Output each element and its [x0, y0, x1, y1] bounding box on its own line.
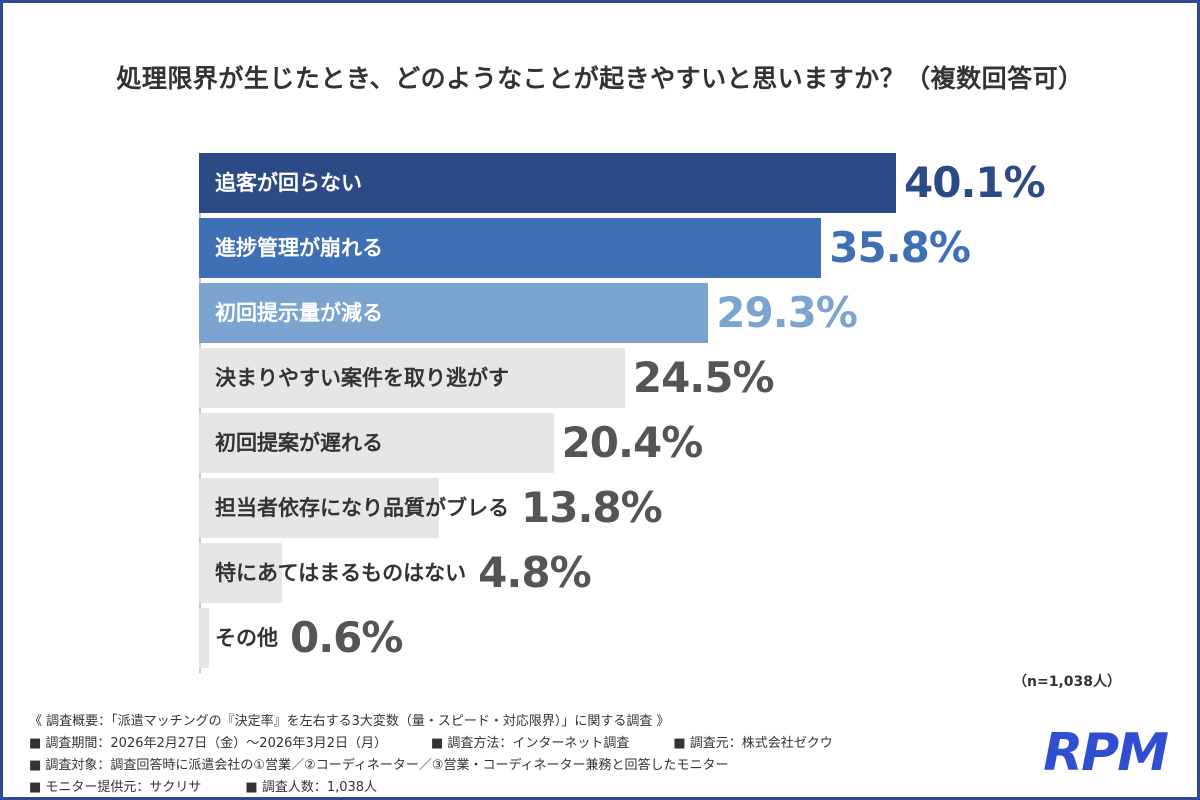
bar-label-1: 追客が回らない	[215, 171, 362, 195]
value-label-1: 40.1%	[904, 158, 1046, 207]
bar-label-8: その他	[215, 626, 278, 650]
notes-target: ■ 調査対象：調査回答時に派遣会社の①営業／②コーディネーター／③営業・コーディ…	[29, 758, 729, 773]
notes-count: ■ 調査人数：1,038人	[245, 780, 378, 795]
chart-title: 処理限界が生じたとき、どのようなことが起きやすいと思いますか？（複数回答可）	[116, 64, 1084, 93]
value-label-7: 4.8%	[478, 548, 591, 597]
bar-5	[199, 413, 554, 473]
bar-7	[199, 543, 283, 603]
notes-header: 《 調査概要：「派遣マッチングの『決定率』を左右する3大変数（量・スピード・対応…	[29, 714, 670, 729]
bar-4	[199, 348, 625, 408]
bar-label-5: 初回提案が遅れる	[215, 431, 383, 455]
survey-notes: 《 調査概要：「派遣マッチングの『決定率』を左右する3大変数（量・スピード・対応…	[29, 711, 877, 799]
bar-1	[199, 153, 896, 213]
bar-8	[199, 608, 210, 668]
bar-label-6: 担当者依存になり品質がブレる	[215, 496, 509, 520]
bar-6	[199, 478, 439, 538]
notes-period: ■ 調査期間：2026年2月27日（金）～2026年3月2日（月）	[29, 736, 387, 751]
bar-label-4: 決まりやすい案件を取り逃がす	[215, 366, 509, 390]
value-label-5: 20.4%	[561, 418, 704, 467]
value-label-3: 29.3%	[716, 288, 858, 337]
notes-source: ■ 調査元：株式会社ゼクウ	[673, 736, 833, 751]
bar-label-2: 進捗管理が崩れる	[215, 236, 383, 260]
value-label-2: 35.8%	[829, 223, 971, 272]
value-label-8: 0.6%	[290, 613, 403, 662]
bar-3	[199, 283, 709, 343]
bar-label-7: 特にあてはまるものはない	[215, 561, 467, 585]
notes-provider: ■ モニター提供元：サクリサ	[29, 780, 202, 795]
rpm-logo: RPM	[1043, 723, 1169, 783]
notes-method: ■ 調査方法：インターネット調査	[430, 736, 630, 751]
sample-size: （n=1,038人）	[1013, 674, 1121, 690]
plot-area: 追客が回らない 40.1% 進捗管理が崩れる 35.8% 初回提示量が減る 29.3% 決ま…	[199, 153, 1099, 673]
bar-2	[199, 218, 822, 278]
value-label-4: 24.5%	[632, 353, 775, 402]
bar-label-3: 初回提示量が減る	[215, 301, 383, 325]
value-label-6: 13.8%	[521, 483, 663, 532]
